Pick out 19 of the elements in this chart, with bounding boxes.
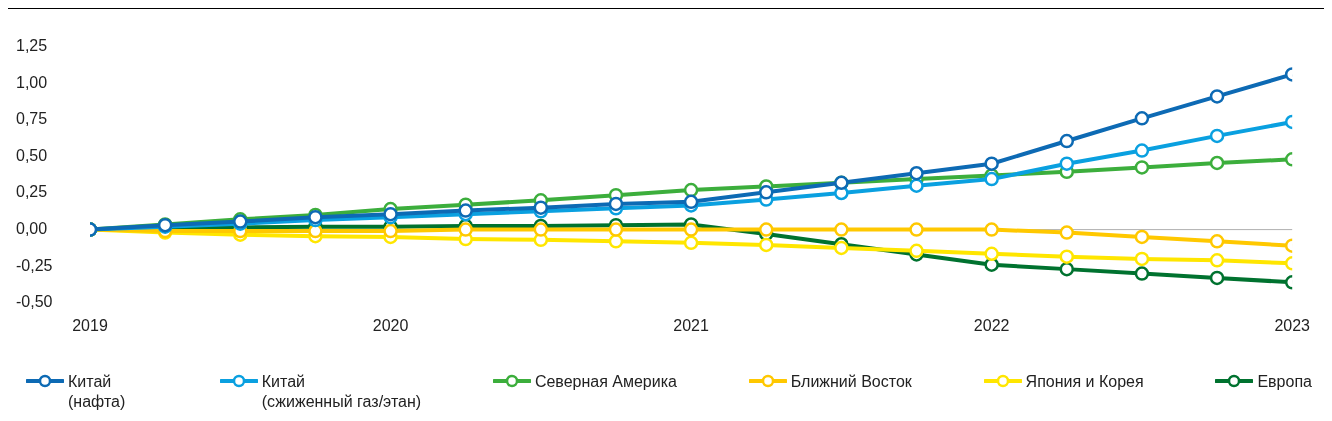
legend-label: Европа <box>1257 372 1312 392</box>
x-tick-label: 2020 <box>372 316 409 334</box>
y-tick-label: 1,00 <box>16 73 48 91</box>
legend-label: Ближний Восток <box>790 372 912 392</box>
x-tick-label: 2023 <box>1274 316 1311 334</box>
y-tick-label: 0,25 <box>16 183 48 201</box>
y-tick-label: 0,00 <box>16 220 48 238</box>
legend-label: Япония и Корея <box>1025 372 1144 392</box>
x-tick-label: 2022 <box>973 316 1010 334</box>
x-tick-label: 2019 <box>72 316 108 334</box>
legend-label: Китай (нафта) <box>68 372 127 412</box>
y-tick-label: 0,50 <box>16 146 48 164</box>
legend-label: Китай (сжиженный газ/этан) <box>261 372 422 412</box>
x-tick-label: 2021 <box>673 316 709 334</box>
y-tick-label: -0,25 <box>16 256 53 274</box>
y-tick-label: -0,50 <box>16 293 53 311</box>
y-tick-label: 1,25 <box>16 37 48 55</box>
y-tick-label: 0,75 <box>16 110 48 128</box>
legend-label: Северная Америка <box>534 372 677 392</box>
